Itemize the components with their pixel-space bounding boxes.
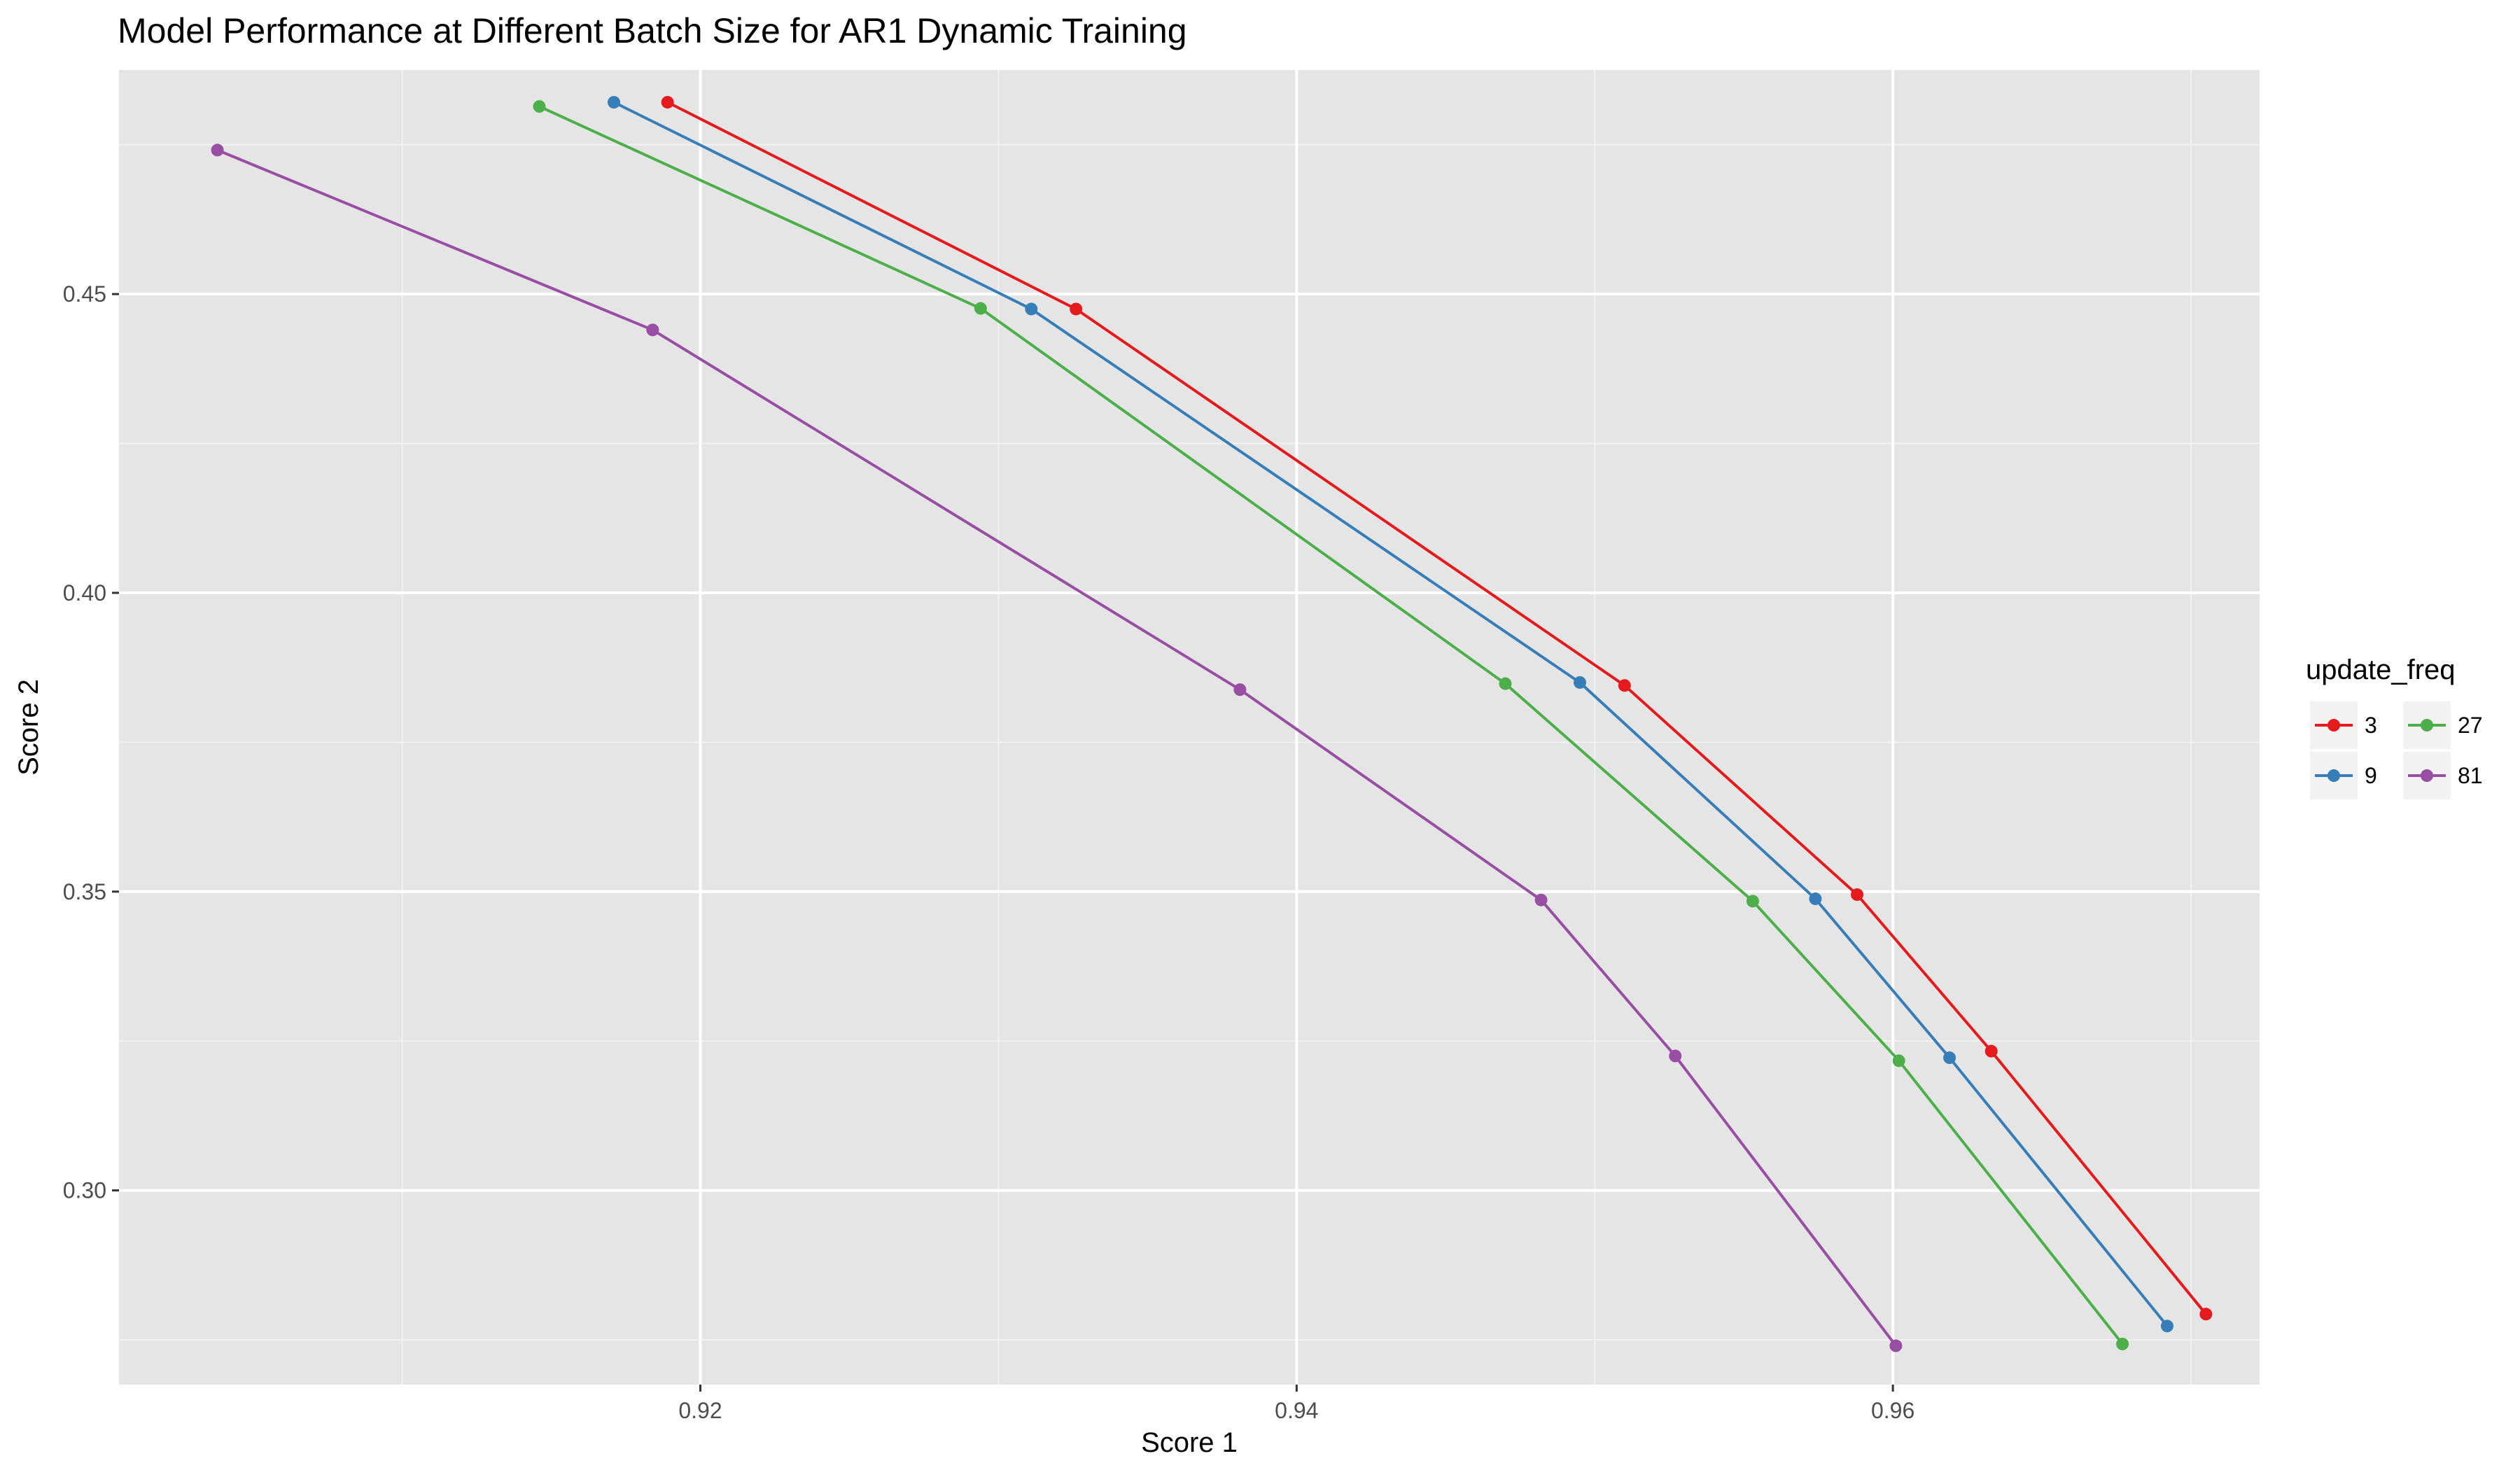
data-point-3 (1851, 888, 1864, 902)
data-point-81 (211, 144, 224, 157)
y-tick-label: 0.30 (63, 1178, 106, 1203)
data-point-9 (1025, 302, 1038, 316)
data-point-9 (1573, 676, 1586, 689)
x-axis: 0.92 0.94 0.96 (678, 1385, 1914, 1423)
series-points (211, 96, 2213, 1352)
legend-entries: 3 9 27 81 (2310, 701, 2483, 799)
legend-key-point (2328, 719, 2340, 732)
data-point-81 (1889, 1339, 1903, 1352)
legend-key-point (2328, 769, 2340, 782)
data-point-3 (2199, 1308, 2213, 1321)
x-tick-label: 0.92 (678, 1398, 722, 1423)
legend-key-point (2421, 769, 2433, 782)
series-lines (216, 101, 2207, 1347)
x-tick-label: 0.94 (1275, 1398, 1318, 1423)
legend-label: 27 (2458, 713, 2483, 738)
y-axis: 0.30 0.35 0.40 0.45 (63, 281, 119, 1203)
legend: update_freq 3 9 27 81 (2306, 654, 2483, 799)
legend-label: 9 (2365, 763, 2377, 788)
y-tick-label: 0.40 (63, 580, 106, 606)
data-point-3 (661, 96, 674, 109)
data-point-27 (2116, 1337, 2129, 1350)
y-axis-title: Score 2 (13, 679, 44, 776)
series-line-27 (538, 105, 2124, 1345)
x-tick-label: 0.96 (1871, 1398, 1914, 1423)
legend-item-9: 9 (2310, 752, 2377, 799)
data-point-3 (1618, 679, 1631, 692)
data-point-27 (1746, 895, 1759, 908)
y-tick-label: 0.45 (63, 281, 106, 307)
series-line-9 (613, 101, 2169, 1327)
data-point-9 (1809, 892, 1822, 905)
legend-item-27: 27 (2403, 701, 2483, 749)
data-point-27 (1499, 677, 1512, 690)
legend-item-3: 3 (2310, 701, 2377, 749)
data-point-81 (1534, 893, 1548, 906)
data-point-27 (974, 302, 987, 315)
data-point-81 (1233, 683, 1247, 696)
legend-label: 3 (2365, 713, 2377, 738)
data-point-81 (1669, 1049, 1682, 1063)
series-line-3 (666, 101, 2207, 1315)
data-point-27 (1892, 1054, 1905, 1068)
data-point-9 (1943, 1051, 1956, 1065)
grid-major (119, 70, 2260, 1385)
data-point-9 (2160, 1320, 2174, 1333)
grid-minor (119, 70, 2260, 1385)
legend-label: 81 (2458, 763, 2483, 788)
series-line-81 (216, 148, 1897, 1347)
x-axis-title: Score 1 (1141, 1427, 1238, 1458)
data-point-27 (533, 100, 546, 113)
data-point-81 (646, 323, 659, 337)
legend-item-81: 81 (2403, 752, 2483, 799)
data-point-3 (1070, 302, 1083, 316)
data-point-9 (608, 96, 621, 109)
chart-title: Model Performance at Different Batch Siz… (118, 11, 1187, 50)
legend-title: update_freq (2306, 654, 2456, 685)
legend-key-point (2421, 719, 2433, 732)
data-point-3 (1984, 1044, 1998, 1058)
y-tick-label: 0.35 (63, 879, 106, 904)
plot-panel (119, 70, 2260, 1385)
